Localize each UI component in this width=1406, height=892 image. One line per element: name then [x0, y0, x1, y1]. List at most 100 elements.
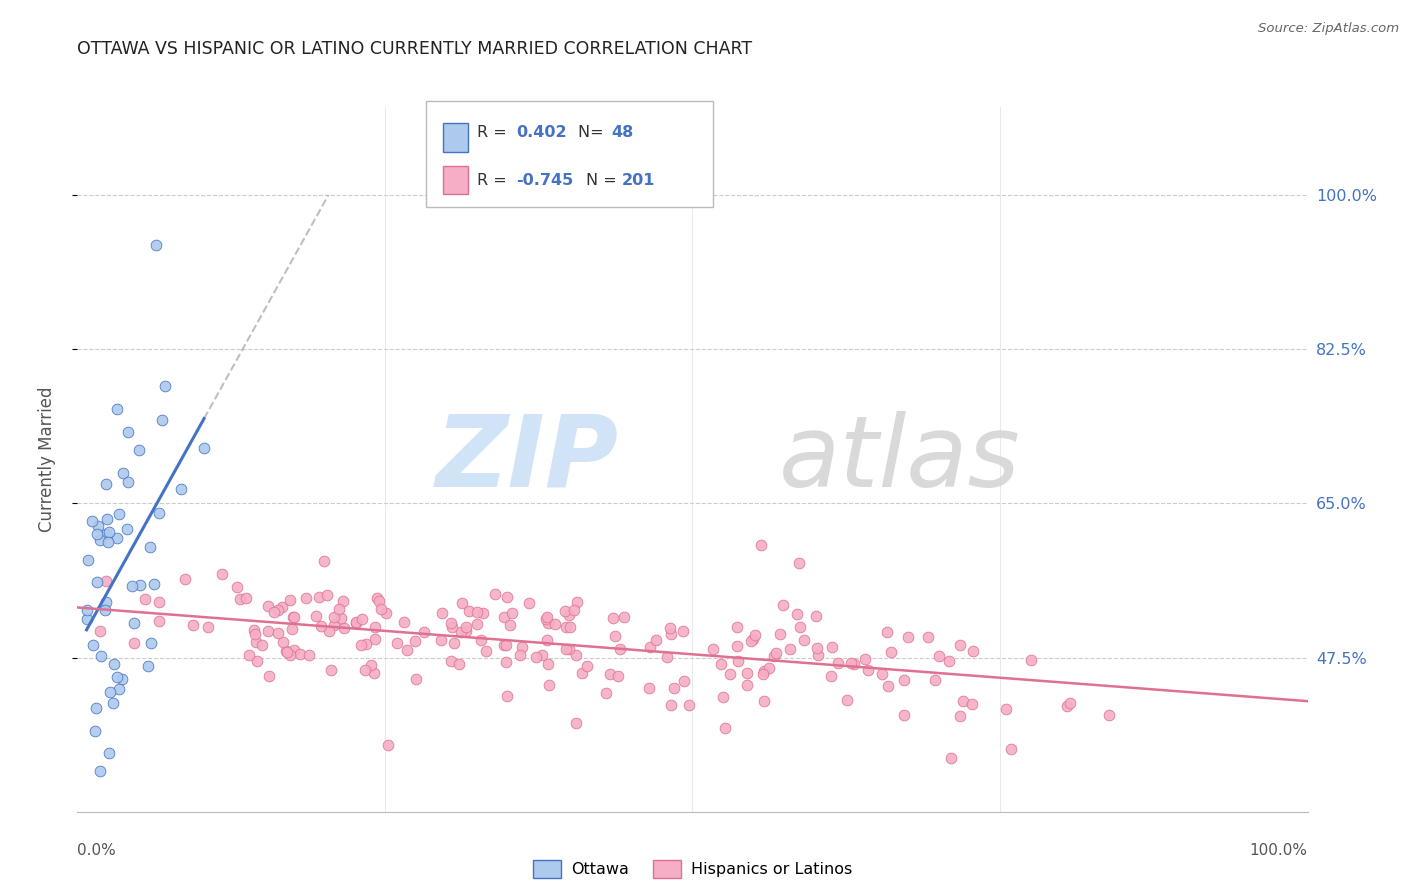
Point: [352, 612, 374, 626]
Point: [235, 591, 257, 606]
Point: [276, 645, 298, 659]
Point: [509, 648, 531, 663]
Point: [90, 649, 112, 664]
Point: [725, 620, 748, 634]
Point: [86, 575, 108, 590]
Point: [332, 621, 354, 635]
Point: [762, 649, 785, 664]
Text: 100.0%: 100.0%: [1250, 843, 1308, 858]
Point: [323, 610, 346, 624]
Point: [710, 657, 733, 671]
Point: [349, 639, 371, 653]
Point: [454, 624, 477, 639]
Point: [344, 615, 367, 629]
Point: [924, 673, 946, 687]
Point: [562, 603, 585, 617]
Point: [148, 615, 170, 629]
Point: [949, 709, 972, 723]
Point: [447, 657, 470, 671]
Point: [229, 591, 252, 606]
Point: [962, 643, 984, 657]
Point: [148, 506, 170, 520]
Point: [727, 654, 749, 668]
Point: [613, 610, 636, 624]
Point: [939, 751, 962, 765]
Point: [121, 579, 143, 593]
Y-axis label: Currently Married: Currently Married: [38, 386, 56, 533]
Point: [319, 663, 342, 677]
Point: [501, 606, 523, 620]
Point: [893, 708, 915, 723]
Point: [558, 607, 581, 622]
Point: [678, 698, 700, 712]
Text: 0.0%: 0.0%: [77, 843, 117, 858]
Point: [786, 607, 808, 621]
Point: [375, 607, 398, 621]
Point: [640, 640, 662, 654]
Point: [308, 590, 330, 604]
Point: [364, 632, 387, 647]
Point: [1000, 742, 1022, 756]
Point: [318, 624, 340, 638]
Point: [315, 588, 337, 602]
Point: [353, 663, 375, 677]
Point: [328, 602, 350, 616]
Point: [278, 593, 301, 607]
Point: [870, 666, 893, 681]
Point: [356, 636, 378, 650]
Point: [128, 443, 150, 458]
Text: 48: 48: [612, 125, 634, 139]
Point: [370, 602, 392, 616]
Point: [495, 655, 517, 669]
Point: [714, 721, 737, 735]
Point: [841, 656, 863, 670]
Point: [758, 661, 780, 675]
Point: [876, 624, 898, 639]
Point: [484, 587, 506, 601]
Point: [470, 633, 492, 648]
Point: [257, 599, 280, 613]
Point: [87, 518, 110, 533]
Point: [853, 652, 876, 666]
Point: [718, 667, 741, 681]
Text: -0.745: -0.745: [516, 173, 574, 187]
Point: [281, 609, 304, 624]
Point: [565, 595, 588, 609]
Point: [117, 475, 139, 490]
Text: R =: R =: [477, 125, 512, 139]
Point: [153, 378, 176, 392]
Point: [605, 629, 627, 643]
Point: [271, 599, 294, 614]
Point: [735, 666, 758, 681]
Point: [245, 634, 267, 648]
Point: [609, 642, 631, 657]
Point: [595, 686, 617, 700]
Point: [806, 641, 828, 656]
Point: [413, 625, 436, 640]
Point: [274, 644, 297, 658]
Point: [152, 413, 174, 427]
Point: [243, 627, 266, 641]
Point: [494, 610, 516, 624]
Point: [122, 636, 145, 650]
Point: [537, 657, 560, 672]
Point: [655, 649, 678, 664]
Point: [108, 682, 131, 697]
Point: [257, 624, 280, 638]
Point: [644, 633, 666, 648]
Point: [1019, 653, 1042, 667]
Point: [139, 636, 162, 650]
Point: [148, 594, 170, 608]
Point: [735, 678, 758, 692]
Point: [76, 612, 98, 626]
Point: [439, 616, 461, 631]
Point: [538, 678, 561, 692]
Point: [312, 554, 335, 568]
Point: [96, 512, 118, 526]
Point: [238, 648, 260, 662]
Point: [278, 648, 301, 663]
Point: [787, 556, 810, 570]
Point: [575, 659, 598, 673]
Point: [84, 723, 107, 738]
Point: [524, 650, 547, 665]
